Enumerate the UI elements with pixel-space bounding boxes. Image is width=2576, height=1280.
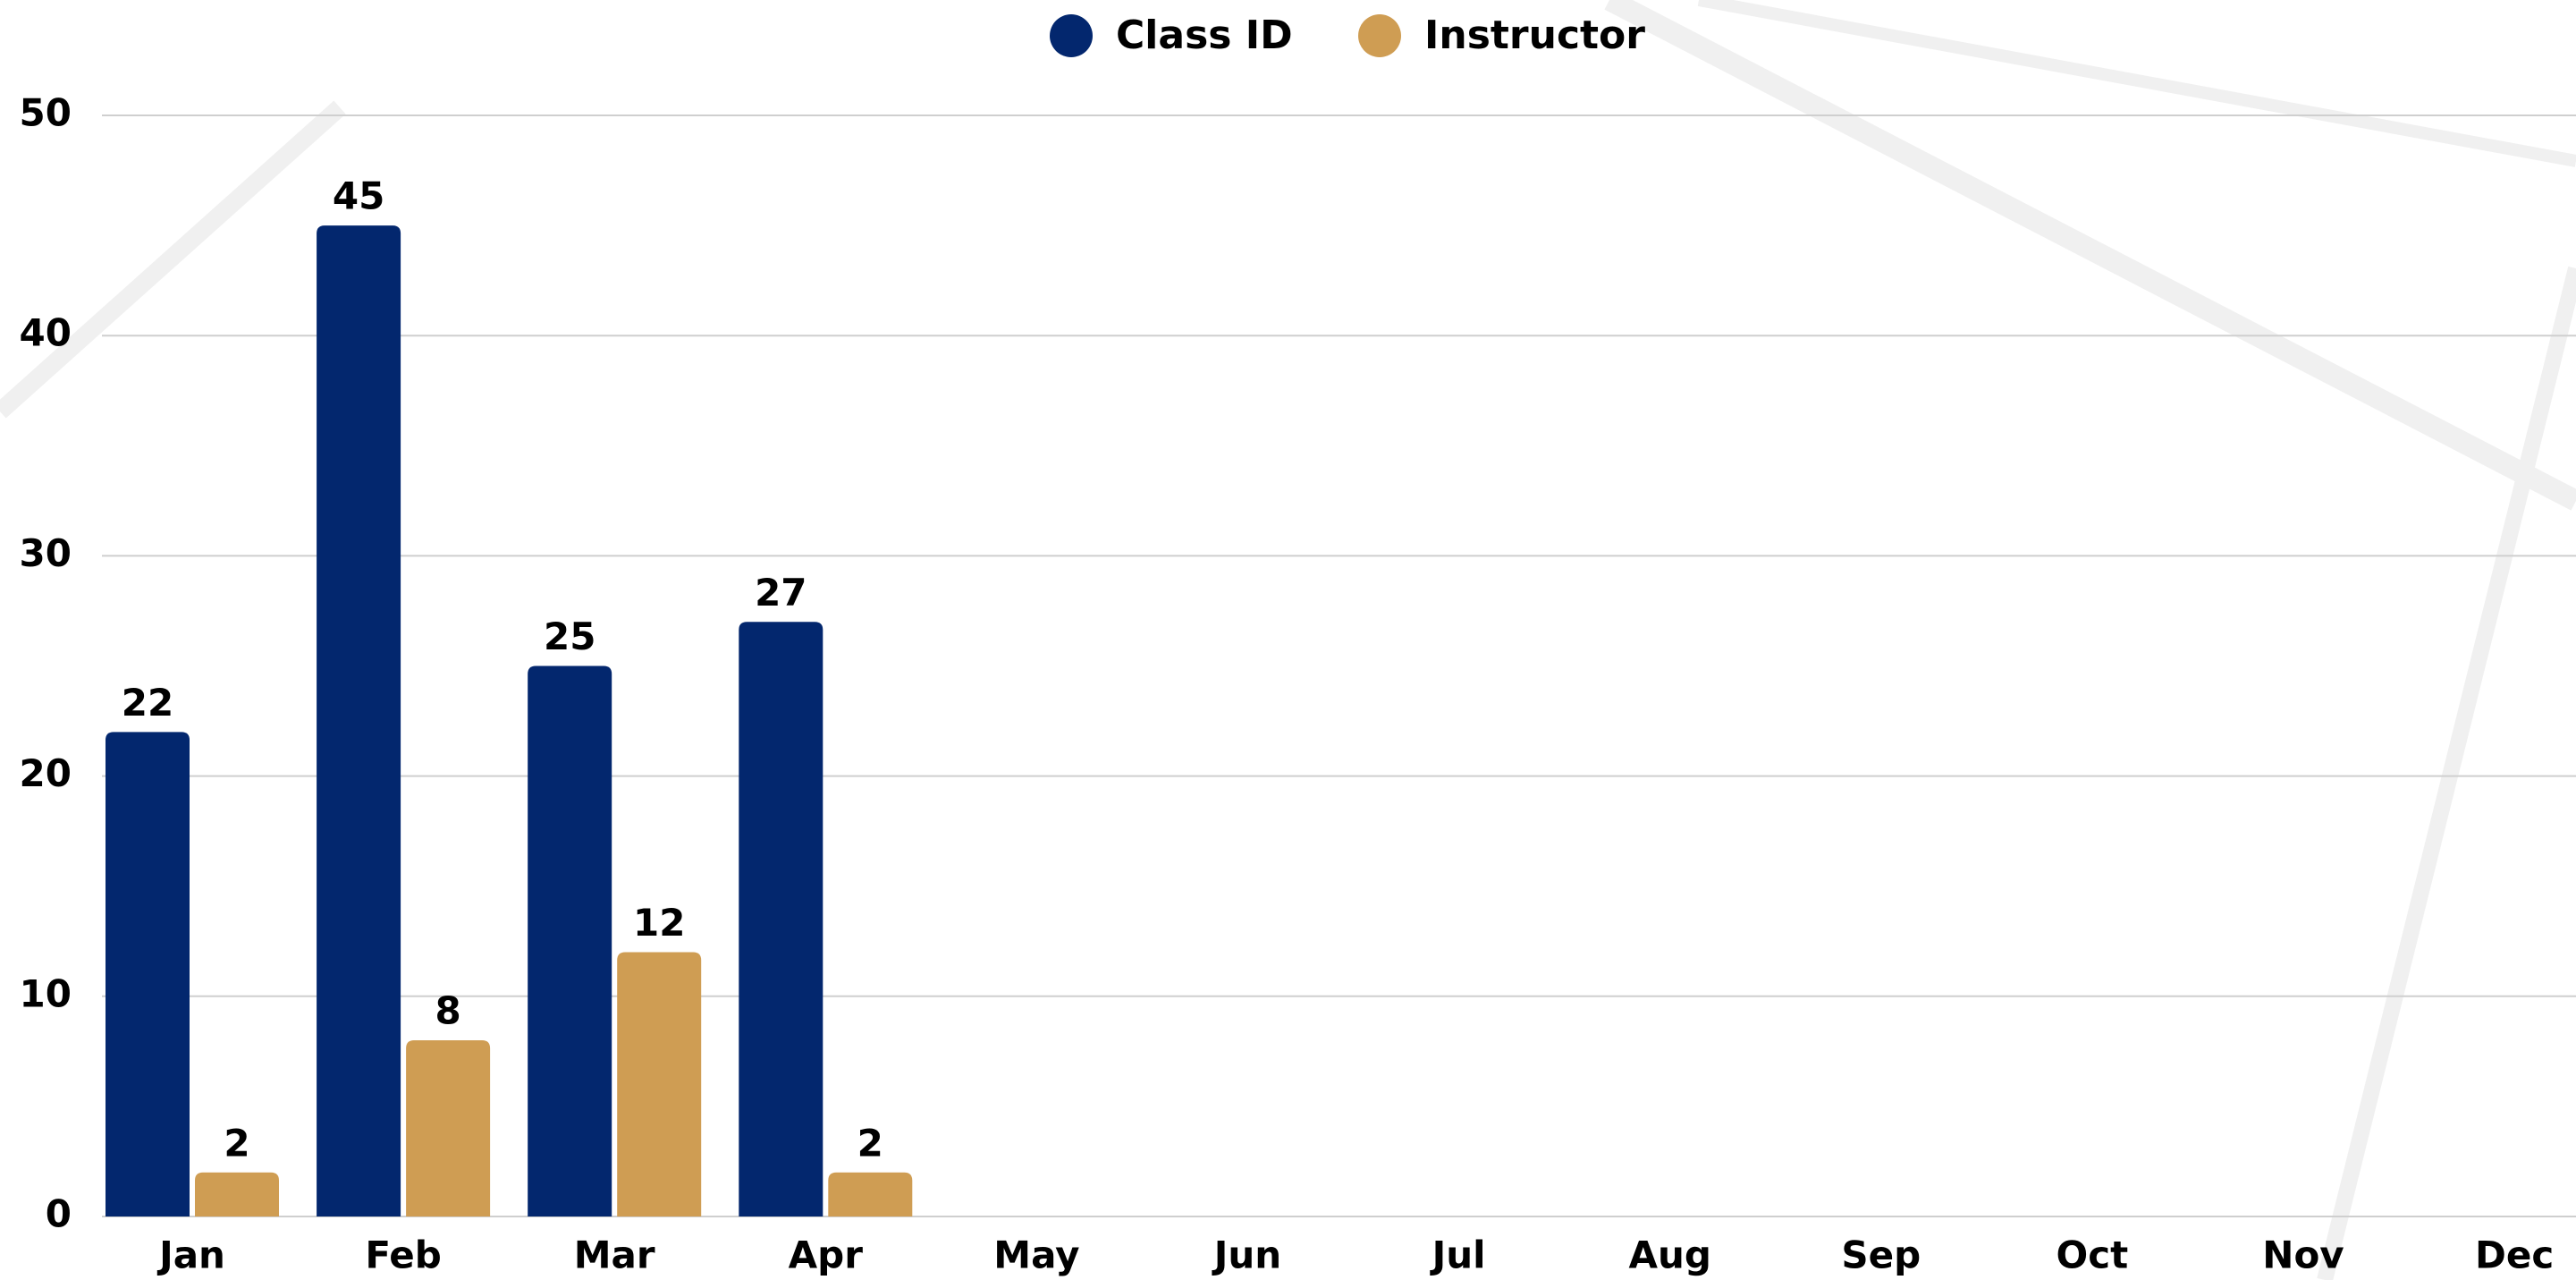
data-label: 22 xyxy=(122,681,173,725)
x-tick-label: Sep xyxy=(1841,1233,1921,1277)
data-label: 25 xyxy=(544,615,595,658)
data-label: 45 xyxy=(333,174,384,218)
data-label: 2 xyxy=(857,1121,883,1165)
data-label: 27 xyxy=(755,571,807,615)
bar xyxy=(828,1172,913,1216)
y-tick-label: 10 xyxy=(20,971,72,1015)
data-label: 8 xyxy=(435,989,460,1033)
x-tick-label: May xyxy=(993,1233,1079,1277)
y-tick-label: 50 xyxy=(20,91,72,135)
x-tick-label: Feb xyxy=(365,1233,442,1277)
y-tick-label: 40 xyxy=(20,311,72,355)
x-tick-label: Mar xyxy=(574,1233,655,1277)
bar xyxy=(406,1040,491,1216)
legend-marker xyxy=(1358,14,1401,57)
data-label: 12 xyxy=(633,901,685,945)
x-tick-label: Jun xyxy=(1212,1233,1281,1277)
x-tick-label: Dec xyxy=(2475,1233,2554,1277)
x-tick-label: Jul xyxy=(1430,1233,1486,1277)
x-tick-label: Nov xyxy=(2262,1233,2344,1277)
legend-marker xyxy=(1050,14,1093,57)
y-tick-label: 20 xyxy=(20,751,72,795)
bar xyxy=(617,952,702,1216)
y-tick-label: 0 xyxy=(46,1192,72,1236)
x-tick-label: Aug xyxy=(1628,1233,1710,1277)
bar xyxy=(106,732,190,1216)
y-tick-label: 30 xyxy=(20,531,72,575)
x-tick-label: Jan xyxy=(156,1233,225,1277)
bar xyxy=(739,622,823,1216)
bar xyxy=(195,1172,279,1216)
bar xyxy=(528,665,612,1216)
x-tick-label: Apr xyxy=(789,1233,864,1277)
legend-label: Class ID xyxy=(1116,13,1293,58)
legend-label: Instructor xyxy=(1424,13,1645,58)
data-label: 2 xyxy=(224,1121,249,1165)
x-tick-label: Oct xyxy=(2057,1233,2129,1277)
bar xyxy=(317,225,401,1217)
